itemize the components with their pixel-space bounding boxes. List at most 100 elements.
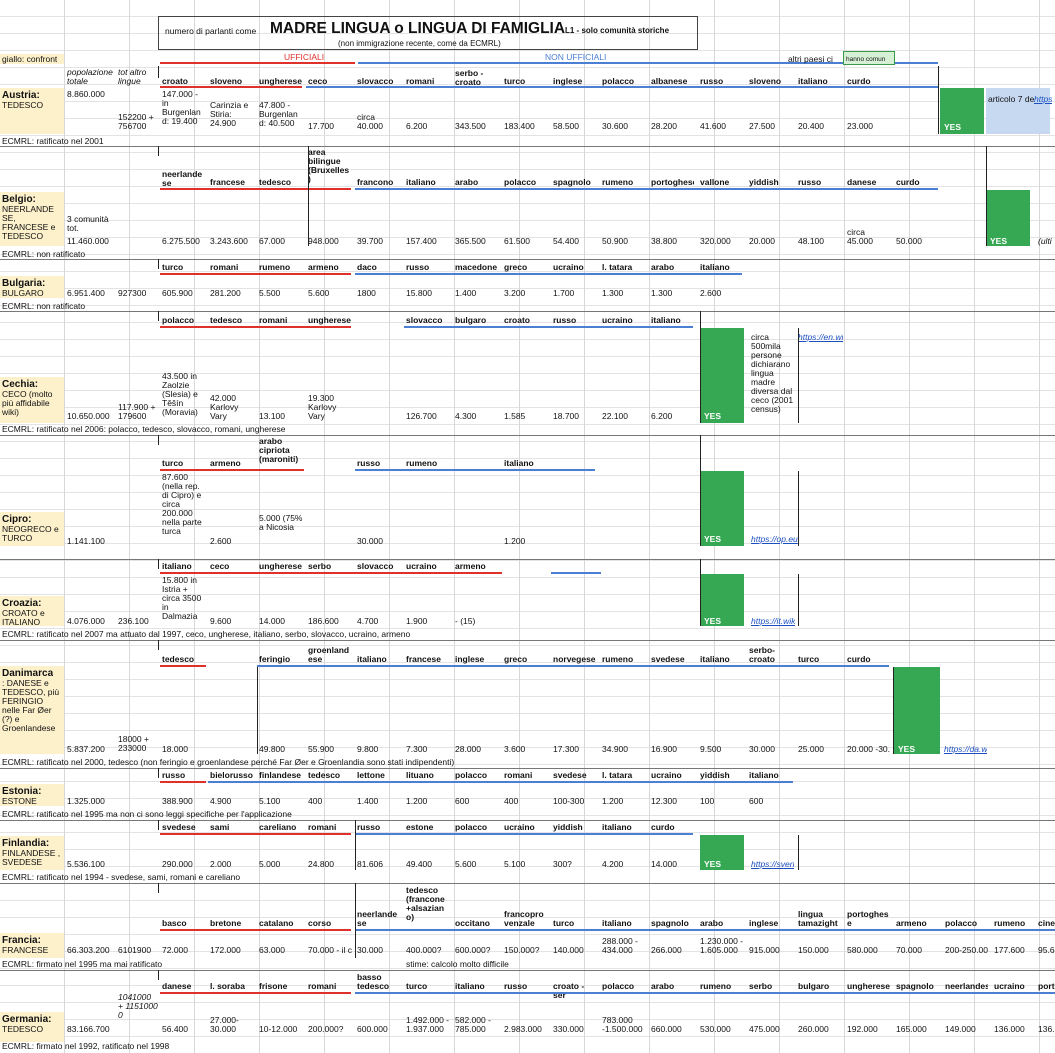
lang-header-croazia-0: italiano: [162, 562, 192, 571]
lang-header-cechia-9: italiano: [651, 316, 681, 325]
lang-value-croazia-4: 4.700: [357, 617, 379, 626]
lang-value-germania-14: 192.000: [847, 1025, 878, 1034]
lang-header-estonia-11: yiddish: [700, 771, 730, 780]
lang-header-estonia-8: svedese: [553, 771, 587, 780]
nonofficial-underline-germania: [355, 992, 1055, 994]
lang-value-germania-6: 582.000 - 785.000: [455, 1016, 491, 1034]
source-link-danimarca[interactable]: https://da.w: [944, 745, 988, 754]
lang-header-germania-9: polacco: [602, 982, 635, 991]
divider-finlandia: [798, 835, 799, 870]
lang-header-austria-3: ceco: [308, 77, 328, 86]
lang-value-cechia-7: 18.700: [553, 412, 579, 421]
lang-value-francia-1: 172.000: [210, 946, 241, 955]
lang-value-austria-3: 17.700: [308, 122, 334, 131]
divider: [158, 883, 159, 893]
lang-header-germania-11: rumeno: [700, 982, 732, 991]
ecmrl-yes-cell-croazia: [700, 574, 744, 626]
lang-header-belgio-14: danese: [847, 178, 877, 187]
lang-header-estonia-9: l. tatara: [602, 771, 633, 780]
official-underline-bulgaria: [160, 273, 351, 275]
lang-value-cipro-3: 30.000: [357, 537, 383, 546]
divider-cipro: [700, 435, 701, 546]
official-underline-germania: [160, 992, 351, 994]
lang-header-francia-5: tedesco (francone +alsazian o): [406, 886, 445, 922]
source-link-austria[interactable]: https: [1034, 95, 1053, 104]
lang-value-belgio-8: 54.400: [553, 237, 579, 246]
lang-value-francia-5: 400.000?: [406, 946, 442, 955]
ecmrl-yes-belgio: YES: [990, 237, 1008, 246]
lang-value-germania-3: 200.000?: [308, 1025, 344, 1034]
tot-altro-belgio: 3 comunità tot.: [67, 215, 109, 233]
source-link-croazia[interactable]: https://it.wik: [751, 617, 796, 626]
lang-header-estonia-12: italiano: [749, 771, 779, 780]
row-separator: [0, 820, 1055, 821]
country-cell-austria: [0, 88, 64, 134]
lang-value-cechia-6: 1.585: [504, 412, 526, 421]
country-name-cechia: Cechia:: [2, 379, 39, 390]
lang-header-germania-0: danese: [162, 982, 192, 991]
lang-value-belgio-15: 50.000: [896, 237, 922, 246]
lang-header-austria-13: italiano: [798, 77, 828, 86]
source-link-cipro[interactable]: https://op.eu: [751, 535, 798, 544]
ecmrl-yes-cell-cipro: [700, 471, 744, 546]
lang-value-danimarca-6: 3.600: [504, 745, 526, 754]
source-link-finlandia[interactable]: https://sveri: [751, 860, 795, 869]
official-language-finlandia: FINLANDESE , SVEDESE: [2, 849, 61, 867]
source-link-cechia[interactable]: https://en.wi: [798, 333, 844, 342]
lang-value-finlandia-8: 300?: [553, 860, 572, 869]
lang-header-bulgaria-0: turco: [162, 263, 184, 272]
divider-cechia: [700, 311, 701, 423]
lang-header-germania-15: spagnolo: [896, 982, 934, 991]
lang-header-belgio-2: tedesco: [259, 178, 292, 187]
lang-value-austria-11: 41.600: [700, 122, 726, 131]
tot-altro-croazia: 236.100: [118, 617, 149, 626]
lang-header-estonia-0: russo: [162, 771, 186, 780]
ecmrl-yes-finlandia: YES: [704, 860, 722, 869]
row-separator: [0, 559, 1055, 560]
lang-header-finlandia-3: romani: [308, 823, 337, 832]
divider-danimarca: [257, 667, 258, 754]
lang-header-cechia-3: ungherese: [308, 316, 351, 325]
lang-header-belgio-12: yiddish: [749, 178, 779, 187]
lang-value-belgio-0: 6.275.500: [162, 237, 200, 246]
lang-value-croazia-2: 14.000: [259, 617, 285, 626]
lang-header-austria-5: romani: [406, 77, 435, 86]
lang-header-francia-14: portoghes e: [847, 910, 889, 928]
lang-value-estonia-4: 1.400: [357, 797, 379, 806]
lang-value-cechia-0: 43.500 in Zaolzie (Slesia) e Těšín (Mora…: [162, 372, 198, 417]
lang-header-francia-7: francopro venzale: [504, 910, 544, 928]
lang-header-austria-9: polacco: [602, 77, 635, 86]
lang-value-cechia-5: 4.300: [455, 412, 477, 421]
lang-value-germania-17: 136.000: [994, 1025, 1025, 1034]
country-name-estonia: Estonia:: [2, 786, 42, 797]
ecmrl-yes-cell-finlandia: [700, 835, 744, 870]
lang-header-belgio-6: arabo: [455, 178, 479, 187]
lang-header-cechia-2: romani: [259, 316, 288, 325]
note-article-austria: articolo 7 de: [988, 95, 1035, 104]
lang-header-danimarca-10: italiano: [700, 655, 730, 664]
legend-yellow-cell: [0, 54, 64, 64]
lang-header-estonia-3: tedesco: [308, 771, 341, 780]
lang-header-cipro-3: russo: [357, 459, 381, 468]
ecmrl-status-croazia: ECMRL: ratificato nel 2007 ma attuato da…: [2, 630, 411, 639]
lang-header-croazia-5: ucraino: [406, 562, 437, 571]
lang-value-finlandia-1: 2.000: [210, 860, 232, 869]
lang-header-danimarca-8: rumeno: [602, 655, 634, 664]
lang-value-austria-8: 58.500: [553, 122, 579, 131]
official-underline-croazia: [160, 572, 502, 574]
lang-header-austria-11: russo: [700, 77, 724, 86]
lang-value-germania-10: 660.000: [651, 1025, 682, 1034]
lang-value-estonia-12: 600: [749, 797, 764, 806]
lang-value-francia-9: 288.000 - 434.000: [602, 937, 638, 955]
lang-value-estonia-10: 12.300: [651, 797, 677, 806]
lang-header-bulgaria-7: greco: [504, 263, 528, 272]
lang-header-danimarca-6: greco: [504, 655, 528, 664]
ecmrl-yes-cipro: YES: [704, 535, 722, 544]
non-ufficiali-label: NON UFFICIALI: [545, 53, 607, 62]
lang-value-danimarca-0: 18.000: [162, 745, 188, 754]
divider-danimarca: [893, 667, 894, 754]
lang-header-cipro-2: arabo cipriota (maroniti): [259, 437, 299, 464]
official-underline-austria: [160, 86, 302, 88]
lang-value-germania-11: 530.000: [700, 1025, 731, 1034]
lang-value-finlandia-10: 14.000: [651, 860, 677, 869]
